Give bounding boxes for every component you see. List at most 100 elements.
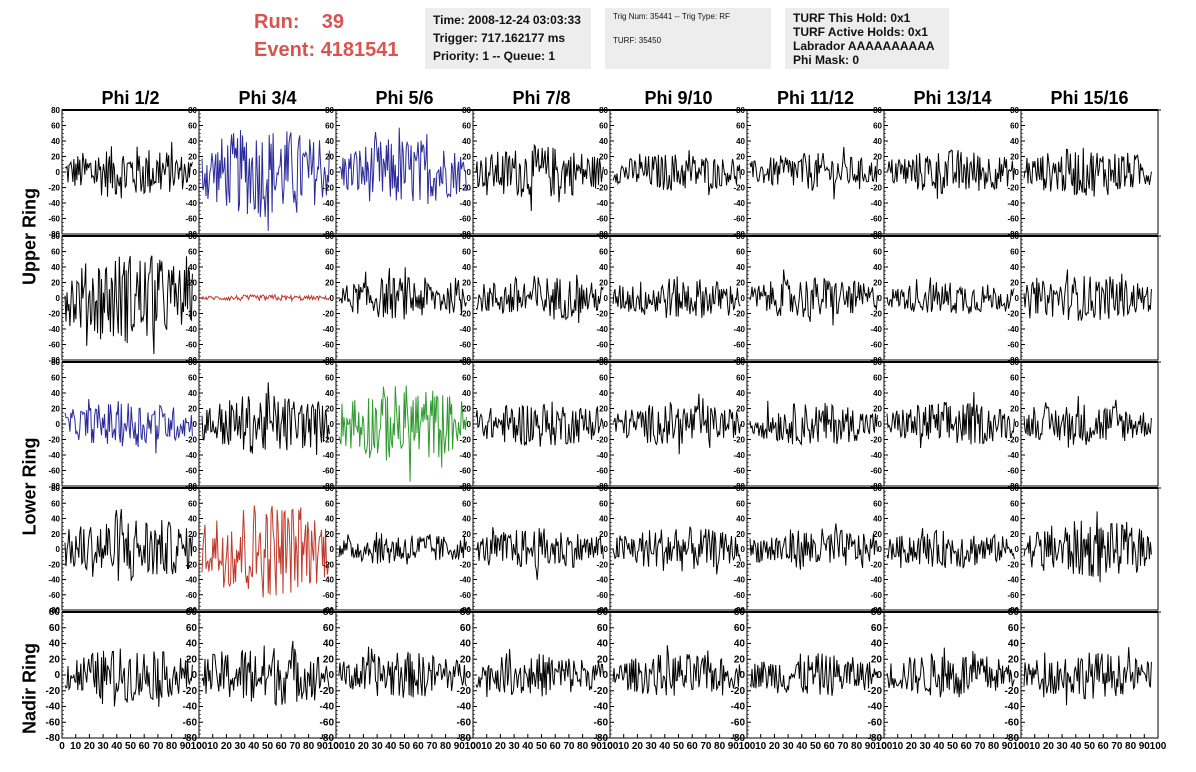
y-tick-label: -80 (48, 606, 60, 615)
y-tick-label: -80 (185, 230, 197, 239)
y-tick-label: 60 (51, 122, 60, 131)
x-tick-label: 30 (372, 741, 384, 752)
x-tick-label: 0 (881, 741, 887, 752)
y-tick-label: -40 (596, 199, 608, 208)
y-tick-label: -80 (870, 482, 882, 491)
y-tick-label: 0 (741, 545, 746, 554)
x-tick-label: 90 (728, 741, 740, 752)
y-tick-label: 0 (330, 294, 335, 303)
y-tick-label: 40 (599, 515, 608, 524)
y-tick-label: -80 (322, 356, 334, 365)
waveform-trace (886, 647, 1015, 698)
x-tick-label: 40 (385, 741, 397, 752)
y-tick-label: 0 (193, 168, 198, 177)
y-tick-label: 20 (325, 405, 334, 414)
x-tick-label: 0 (470, 741, 476, 752)
y-tick-label: -60 (733, 467, 745, 476)
y-tick-label: 80 (736, 106, 745, 115)
y-tick-label: 60 (51, 499, 60, 508)
waveform-trace (475, 143, 604, 212)
y-tick-label: 0 (330, 168, 335, 177)
y-tick-label: 80 (462, 484, 471, 493)
x-tick-label: 70 (700, 741, 712, 752)
y-tick-label: -80 (731, 733, 746, 744)
y-tick-label: 60 (599, 122, 608, 131)
y-tick-label: -40 (594, 702, 609, 713)
y-tick-label: -80 (596, 356, 608, 365)
y-tick-label: -80 (185, 606, 197, 615)
y-tick-label: -40 (596, 576, 608, 585)
x-tick-label: 50 (399, 741, 411, 752)
y-tick-label: -80 (48, 356, 60, 365)
y-tick-label: 80 (462, 358, 471, 367)
y-tick-label: 60 (599, 248, 608, 257)
y-tick-label: 80 (188, 232, 197, 241)
x-tick-label: 60 (413, 741, 425, 752)
y-tick-label: 0 (193, 545, 198, 554)
y-tick-label: -60 (870, 591, 882, 600)
y-tick-label: 60 (736, 248, 745, 257)
x-tick-label: 20 (769, 741, 781, 752)
x-tick-label: 70 (426, 741, 438, 752)
y-tick-label: -40 (459, 199, 471, 208)
x-tick-label: 10 (207, 741, 219, 752)
x-tick-label: 70 (289, 741, 301, 752)
y-tick-label: 40 (599, 263, 608, 272)
x-tick-label: 100 (191, 741, 208, 752)
y-tick-label: 20 (462, 405, 471, 414)
y-tick-label: 60 (736, 122, 745, 131)
x-tick-label: 0 (196, 741, 202, 752)
y-tick-label: 80 (873, 106, 882, 115)
waveform-trace (475, 401, 604, 447)
y-tick-label: 0 (328, 670, 334, 681)
waveform-trace (201, 505, 330, 598)
waveform-trace (612, 645, 741, 696)
y-tick-label: 0 (56, 294, 61, 303)
y-tick-label: -20 (1007, 184, 1019, 193)
y-tick-label: 60 (1008, 623, 1020, 634)
y-tick-label: -40 (185, 325, 197, 334)
x-tick-label: 0 (1018, 741, 1024, 752)
y-tick-label: -40 (48, 451, 60, 460)
column-label: Phi 5/6 (375, 88, 434, 108)
waveform-trace (612, 276, 741, 318)
x-tick-label: 100 (1013, 741, 1030, 752)
y-tick-label: -20 (48, 436, 60, 445)
y-tick-label: -60 (320, 717, 335, 728)
x-tick-label: 80 (714, 741, 726, 752)
waveform-trace (1023, 395, 1152, 448)
y-tick-label: 80 (325, 484, 334, 493)
y-tick-label: 40 (325, 137, 334, 146)
x-tick-label: 50 (673, 741, 685, 752)
y-tick-label: -80 (870, 356, 882, 365)
x-tick-label: 40 (933, 741, 945, 752)
y-tick-label: 20 (460, 654, 472, 665)
column-label: Phi 3/4 (238, 88, 297, 108)
y-tick-label: -20 (459, 310, 471, 319)
y-tick-label: -20 (322, 436, 334, 445)
x-tick-label: 100 (739, 741, 756, 752)
y-tick-label: -80 (459, 482, 471, 491)
y-tick-label: 20 (325, 153, 334, 162)
labrador-text: Labrador AAAAAAAAAA (793, 39, 935, 53)
x-tick-label: 40 (522, 741, 534, 752)
y-tick-label: -40 (185, 451, 197, 460)
x-tick-label: 30 (920, 741, 932, 752)
y-tick-label: 0 (1013, 670, 1019, 681)
y-tick-label: 20 (325, 279, 334, 288)
waveform-trace (1023, 647, 1152, 706)
run-value: 39 (321, 11, 345, 33)
y-tick-label: 20 (49, 654, 61, 665)
y-tick-label: -60 (870, 215, 882, 224)
waveform-trace (64, 398, 193, 454)
waveform-trace (612, 393, 741, 455)
y-tick-label: 0 (467, 545, 472, 554)
y-tick-label: 0 (878, 168, 883, 177)
panel-frame (883, 487, 1022, 611)
y-tick-label: 80 (873, 484, 882, 493)
x-tick-label: 30 (783, 741, 795, 752)
y-tick-label: 80 (188, 358, 197, 367)
y-tick-label: -40 (320, 702, 335, 713)
y-tick-label: 80 (51, 484, 60, 493)
y-tick-label: -20 (1007, 560, 1019, 569)
